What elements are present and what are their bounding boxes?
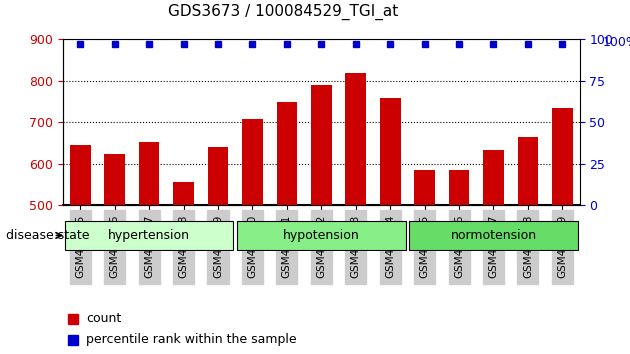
Bar [105, 154, 125, 205]
Bar [173, 182, 194, 205]
Bar [415, 170, 435, 205]
Text: hypertension: hypertension [108, 229, 190, 242]
Bar [552, 108, 573, 205]
Bar [139, 142, 159, 205]
FancyBboxPatch shape [65, 221, 234, 250]
Bar [277, 102, 297, 205]
Bar [345, 73, 366, 205]
Text: percentile rank within the sample: percentile rank within the sample [86, 333, 297, 346]
Bar [380, 98, 401, 205]
Bar [70, 145, 91, 205]
Bar [242, 119, 263, 205]
Bar [449, 170, 469, 205]
Text: disease state: disease state [6, 229, 90, 242]
Text: normotension: normotension [450, 229, 537, 242]
FancyBboxPatch shape [409, 221, 578, 250]
FancyBboxPatch shape [237, 221, 406, 250]
Bar [208, 147, 228, 205]
Bar [518, 137, 538, 205]
Bar [483, 150, 504, 205]
Text: hypotension: hypotension [283, 229, 360, 242]
Text: count: count [86, 312, 122, 325]
Y-axis label: 100%: 100% [603, 36, 630, 48]
Bar [311, 85, 331, 205]
Text: GDS3673 / 100084529_TGI_at: GDS3673 / 100084529_TGI_at [168, 4, 399, 20]
